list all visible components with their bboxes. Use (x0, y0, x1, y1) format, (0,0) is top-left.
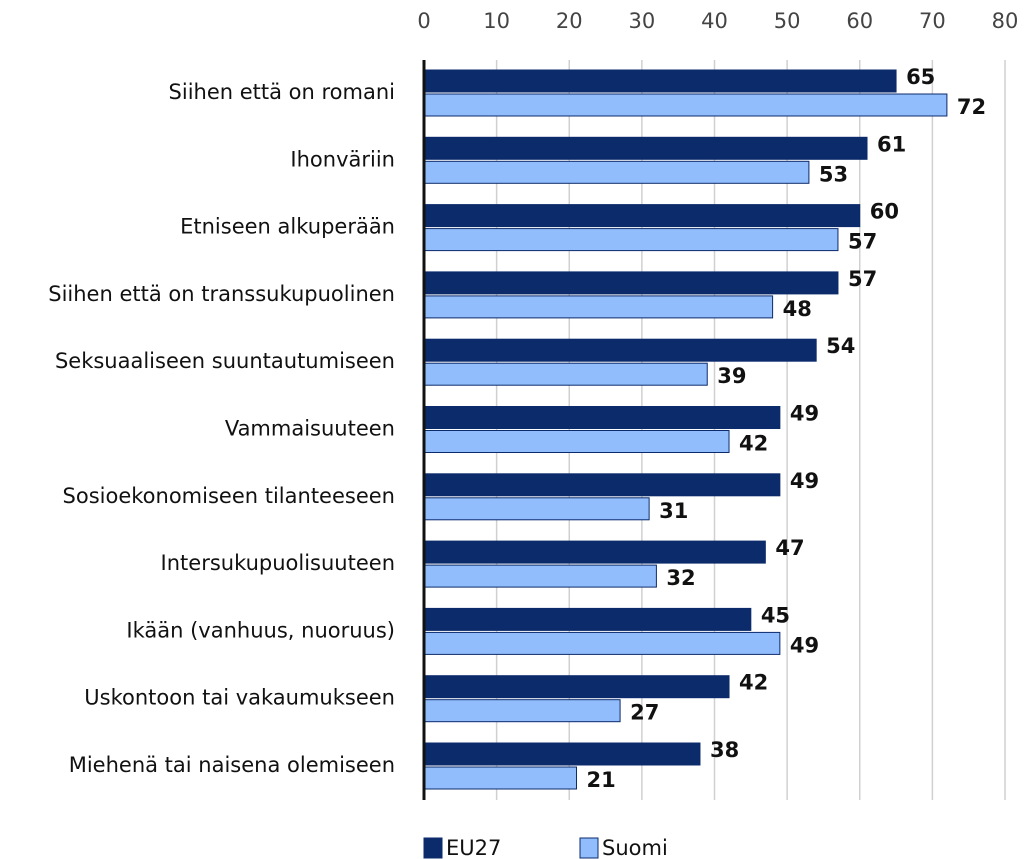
value-label: 42 (739, 671, 768, 695)
category-label: Siihen että on transsukupuolinen (48, 282, 395, 306)
legend-label: Suomi (602, 836, 668, 859)
legend-swatch (579, 837, 599, 859)
x-tick-label: 0 (417, 9, 430, 33)
bar (423, 338, 817, 362)
value-label: 61 (877, 132, 906, 156)
category-label: Vammaisuuteen (225, 417, 395, 441)
bar (423, 766, 578, 790)
bar (423, 228, 839, 252)
value-label: 31 (659, 499, 688, 523)
value-label: 42 (739, 432, 768, 456)
bar (423, 430, 730, 453)
category-label: Ihonväriin (290, 147, 395, 171)
x-tick-label: 70 (919, 9, 946, 33)
bar (423, 160, 810, 184)
value-label: 21 (587, 768, 616, 792)
bar (423, 362, 708, 386)
value-label: 57 (848, 267, 877, 291)
value-label: 49 (790, 469, 819, 493)
bar (423, 93, 948, 117)
value-label: 39 (717, 364, 746, 388)
bar (423, 607, 752, 631)
x-tick-label: 10 (483, 9, 510, 33)
value-label: 72 (957, 95, 986, 119)
bar (423, 204, 861, 228)
x-tick-label: 80 (992, 9, 1019, 33)
value-label: 49 (790, 402, 819, 426)
bar (423, 742, 701, 766)
bar (423, 497, 650, 521)
bar (423, 473, 781, 497)
legend-swatch (423, 837, 443, 859)
value-label: 38 (710, 738, 739, 762)
category-label: Uskontoon tai vakaumukseen (84, 686, 395, 710)
category-label: Sosioekonomiseen tilanteeseen (63, 484, 395, 508)
x-tick-label: 60 (846, 9, 873, 33)
value-label: 60 (870, 200, 899, 224)
value-label: 27 (630, 701, 659, 725)
x-tick-label: 50 (774, 9, 801, 33)
value-label: 65 (906, 65, 935, 89)
bar (423, 295, 774, 319)
value-label: 57 (848, 230, 877, 254)
value-label: 47 (775, 536, 804, 560)
value-label: 49 (790, 633, 819, 657)
value-label: 45 (761, 603, 790, 627)
category-label: Miehenä tai naisena olemiseen (69, 753, 395, 777)
bar (423, 699, 621, 723)
legend-label: EU27 (446, 836, 501, 859)
value-label: 54 (826, 334, 855, 358)
category-label: Seksuaaliseen suuntautumiseen (55, 349, 395, 373)
category-label: Siihen että on romani (169, 80, 395, 104)
category-label: Intersukupuolisuuteen (161, 551, 395, 575)
bar (423, 675, 730, 699)
value-label: 48 (783, 297, 812, 321)
x-tick-label: 20 (556, 9, 583, 33)
category-label: Etniseen alkuperään (180, 215, 395, 239)
bar (423, 69, 897, 93)
bar (423, 540, 766, 564)
category-label: Ikään (vanhuus, nuoruus) (126, 618, 395, 642)
bar (423, 136, 868, 160)
bar (423, 271, 839, 295)
bar (423, 406, 781, 429)
x-tick-label: 30 (629, 9, 656, 33)
x-tick-label: 40 (701, 9, 728, 33)
value-label: 32 (666, 566, 695, 590)
bar (423, 631, 781, 655)
value-label: 53 (819, 162, 848, 186)
bar (423, 564, 657, 588)
